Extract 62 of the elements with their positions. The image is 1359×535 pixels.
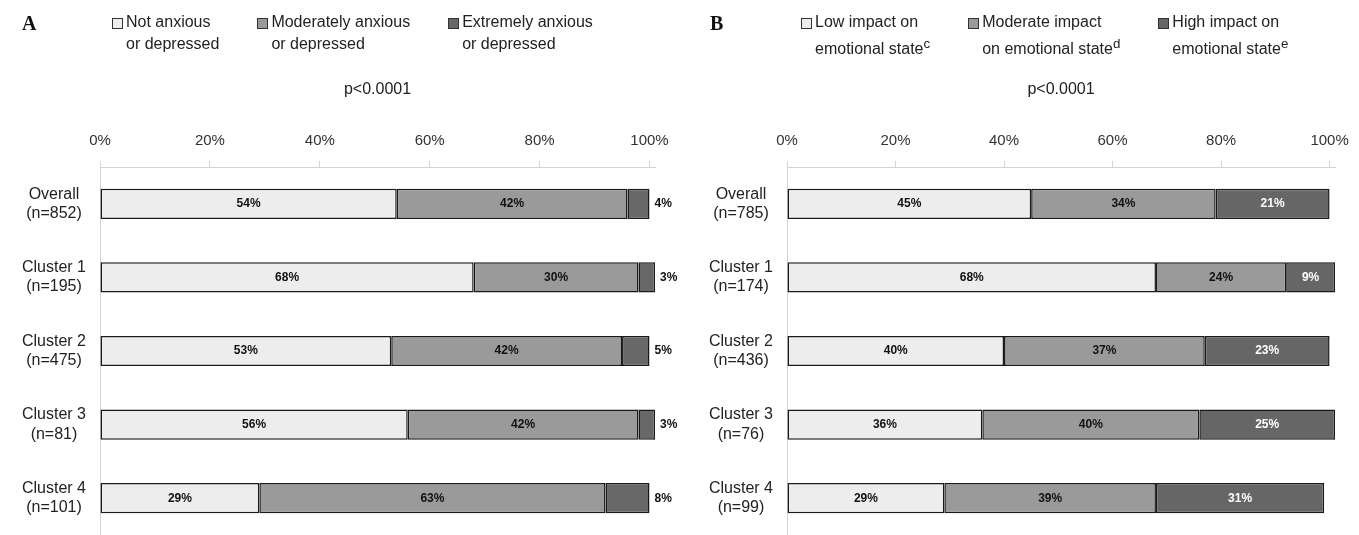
x-tick-label: 60% [414,131,445,149]
data-label: 42% [511,416,536,431]
data-label: 37% [1092,343,1117,358]
y-tick-label: Overall (n=852) [26,184,82,221]
y-tick-label: Cluster 1 (n=174) [708,258,774,295]
x-tick-label: 0% [89,131,111,149]
x-tick-label: 40% [304,131,335,149]
data-label: 39% [1038,490,1063,505]
x-tick-label: 20% [880,131,911,149]
x-tick-label: 20% [194,131,225,149]
legend-label: Moderate impact on emotional state$^{d}$ [982,12,1121,58]
y-tick-label: Cluster 2 (n=436) [708,331,774,369]
chart-title: A [22,12,37,35]
data-label: 40% [883,343,909,358]
x-tick-label: 100% [1310,131,1349,149]
data-label: 34% [1111,196,1136,211]
data-label: 68% [959,269,985,284]
x-tick-label: 60% [1097,131,1128,149]
data-label: 9% [1301,269,1320,284]
legend-label: Not anxious or depressed [126,12,220,54]
data-label: 36% [872,416,898,431]
y-tick-label: Cluster 2 (n=475) [21,331,87,369]
data-label: 53% [233,343,259,358]
data-label: 29% [853,490,879,505]
x-tick-label: 80% [524,131,555,149]
data-label: 56% [242,416,267,431]
data-label: 40% [1078,416,1104,431]
data-label: 3% [660,269,678,284]
data-label: 23% [1255,343,1280,358]
legend-label: Low impact on emotional state$^{c}$ [815,12,931,58]
legend-label: Extremely anxious or depressed [462,12,593,54]
data-label: 42% [500,196,525,211]
y-tick-label: Overall (n=785) [713,184,769,221]
legend-label: Moderately anxious or depressed [271,12,411,54]
data-label: 31% [1228,490,1253,505]
y-tick-label: Cluster 3 (n=81) [21,405,87,442]
y-tick-label: Cluster 1 (n=195) [21,258,87,295]
data-label: 21% [1260,196,1285,211]
chart-title: B [710,12,724,35]
data-label: 63% [420,490,445,505]
data-label: 54% [236,196,261,211]
chart-subtitle: p<0.0001 [1026,80,1096,98]
data-label: 24% [1209,269,1234,284]
x-tick-label: 100% [630,131,669,149]
chart-subtitle: p<0.0001 [342,80,413,98]
data-label: 4% [654,196,673,211]
data-label: 30% [544,269,569,284]
x-tick-label: 80% [1206,131,1237,149]
data-label: 5% [654,343,673,358]
x-tick-label: 0% [776,131,798,149]
data-label: 8% [654,490,673,505]
y-tick-label: Cluster 3 (n=76) [708,405,774,442]
data-label: 3% [660,416,678,431]
data-label: 42% [494,343,519,358]
y-tick-label: Cluster 4 (n=101) [21,479,87,516]
x-tick-label: 40% [989,131,1020,149]
data-label: 68% [275,269,300,284]
data-label: 25% [1255,416,1280,431]
data-label: 29% [167,490,193,505]
legend-label: High impact on emotional state$^{e}$ [1172,12,1289,58]
data-label: 45% [897,196,922,211]
y-tick-label: Cluster 4 (n=99) [708,479,774,516]
